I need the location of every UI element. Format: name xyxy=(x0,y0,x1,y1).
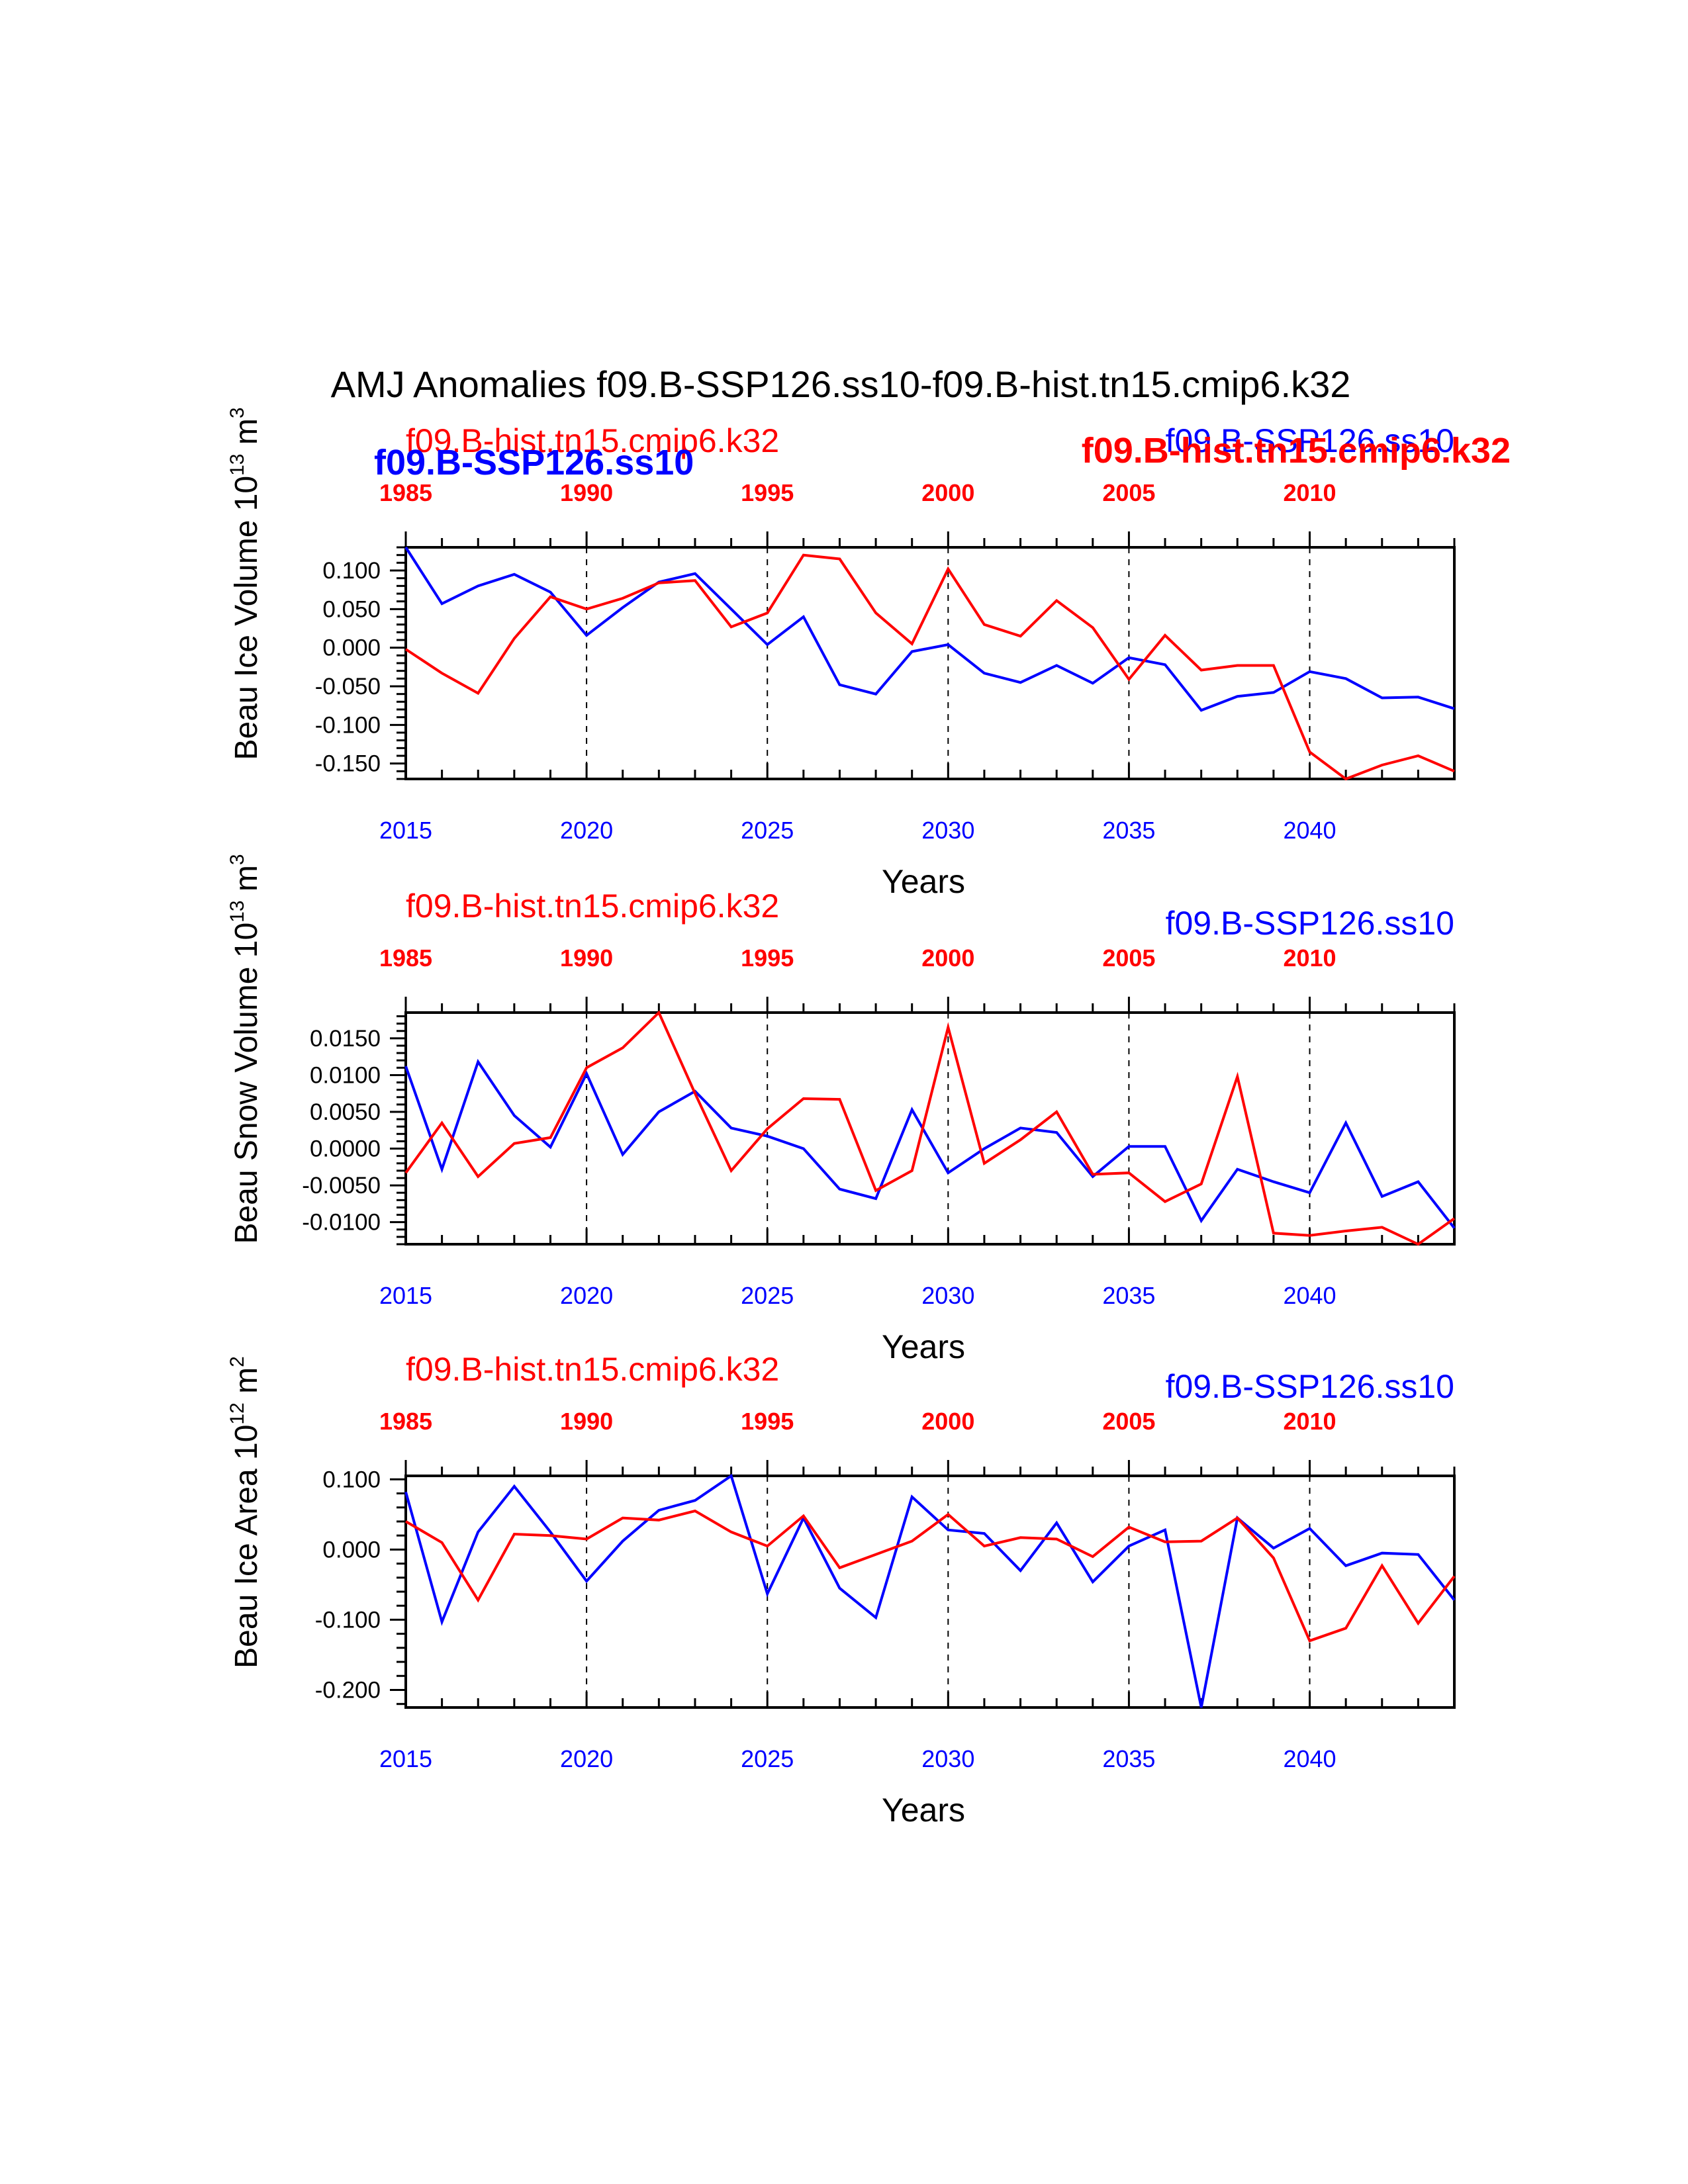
x-tick-label: 2040 xyxy=(1283,817,1336,844)
series-line-ssp xyxy=(404,546,1455,712)
legend-ssp: f09.B-SSP126.ss10 xyxy=(1166,1368,1454,1405)
legend-ssp-top: f09.B-SSP126.ss10 xyxy=(1166,422,1454,459)
y-tick-label: 0.0050 xyxy=(310,1099,381,1125)
legend-hist: f09.B-hist.tn15.cmip6.k32 xyxy=(406,887,779,925)
x-tick-label: 2025 xyxy=(741,1745,794,1772)
panel-ice-volume: 2015 2020 2025 2030 2035 2040 1985 1990 1995 2000… xyxy=(226,407,1511,900)
legend-hist: f09.B-hist.tn15.cmip6.k32 xyxy=(406,1351,779,1388)
x-tick-label: 2030 xyxy=(921,1745,974,1772)
top-tick-label: 1990 xyxy=(560,479,613,506)
top-tick-label: 1990 xyxy=(560,944,613,972)
top-tick-label: 1995 xyxy=(741,479,794,506)
top-tick-label: 1985 xyxy=(379,944,432,972)
x-tick-label: 2035 xyxy=(1102,1745,1155,1772)
top-tick-label: 1990 xyxy=(560,1408,613,1435)
top-tick-label: 2010 xyxy=(1283,479,1336,506)
y-tick-label: 0.050 xyxy=(322,596,381,622)
plot-frame xyxy=(404,1475,1456,1709)
x-tick-label: 2035 xyxy=(1102,817,1155,844)
panels: 2015 2020 2025 2030 2035 2040 1985 1990 1995 2000… xyxy=(226,407,1511,1829)
y-tick-label: 0.100 xyxy=(322,558,381,584)
y-tick-label: 0.0100 xyxy=(310,1062,381,1088)
legend-ssp-left: f09.B-SSP126.ss10 xyxy=(374,443,694,482)
x-tick-label: 2015 xyxy=(379,817,432,844)
y-tick-label: -0.150 xyxy=(315,751,381,777)
x-tick-label: 2025 xyxy=(741,817,794,844)
x-axis-label: Years xyxy=(882,1328,965,1365)
top-tick-label: 2000 xyxy=(921,944,974,972)
series-line-hist xyxy=(404,1010,1456,1246)
top-tick-label: 2005 xyxy=(1102,479,1155,506)
y-tick-label: -0.200 xyxy=(315,1677,381,1703)
top-tick-label: 1995 xyxy=(741,1408,794,1435)
x-axis-label: Years xyxy=(882,1792,965,1829)
series-line-hist xyxy=(404,553,1455,781)
x-tick-label: 2030 xyxy=(921,817,974,844)
x-tick-label: 2040 xyxy=(1283,1745,1336,1772)
y-tick-label: 0.000 xyxy=(322,635,381,661)
x-tick-label: 2020 xyxy=(560,1745,613,1772)
y-tick-label: -0.0100 xyxy=(302,1210,381,1236)
x-axis-label: Years xyxy=(882,863,965,900)
y-axis-label: Beau Ice Volume 1013 m3 xyxy=(226,407,264,760)
x-tick-label: 2030 xyxy=(921,1282,974,1309)
top-tick-label: 1995 xyxy=(741,944,794,972)
y-tick-label: 0.100 xyxy=(322,1467,381,1492)
y-tick-label: 0.0000 xyxy=(310,1136,381,1162)
top-tick-label: 1985 xyxy=(379,479,432,506)
top-tick-label: 2010 xyxy=(1283,1408,1336,1435)
top-tick-label: 2005 xyxy=(1102,944,1155,972)
x-tick-label: 2025 xyxy=(741,1282,794,1309)
y-tick-label: 0.0150 xyxy=(310,1026,381,1052)
top-tick-label: 2000 xyxy=(921,1408,974,1435)
x-tick-label: 2015 xyxy=(379,1745,432,1772)
top-tick-label: 2010 xyxy=(1283,944,1336,972)
y-tick-label: -0.100 xyxy=(315,712,381,738)
plot-frame xyxy=(404,546,1456,780)
top-tick-label: 2000 xyxy=(921,479,974,506)
plot-frame xyxy=(404,1011,1456,1246)
top-tick-label: 1985 xyxy=(379,1408,432,1435)
x-tick-label: 2035 xyxy=(1102,1282,1155,1309)
series-line-ssp xyxy=(404,1473,1456,1708)
top-tick-label: 2005 xyxy=(1102,1408,1155,1435)
y-axis-label: Beau Snow Volume 1013 m3 xyxy=(226,854,264,1244)
legend-hist-right: f09.B-hist.tn15.cmip6.k32 xyxy=(1082,431,1511,471)
y-axis-label: Beau Ice Area 1012 m2 xyxy=(226,1356,264,1668)
series-line-ssp xyxy=(404,1058,1456,1229)
legend-ssp: f09.B-SSP126.ss10 xyxy=(1166,905,1454,942)
x-tick-label: 2020 xyxy=(560,817,613,844)
y-tick-label: -0.050 xyxy=(315,674,381,700)
y-tick-label: -0.0050 xyxy=(302,1173,381,1199)
y-tick-label: -0.100 xyxy=(315,1607,381,1633)
figure-title: AMJ Anomalies f09.B-SSP126.ss10-f09.B-hi… xyxy=(331,363,1351,405)
series-line-hist xyxy=(404,1509,1456,1643)
panel-snow-volume: 2015 2020 2025 2030 2035 2040 1985 1990 1995 2000… xyxy=(226,854,1456,1365)
y-tick-label: 0.000 xyxy=(322,1537,381,1563)
x-tick-label: 2020 xyxy=(560,1282,613,1309)
legend-hist-top: f09.B-hist.tn15.cmip6.k32 xyxy=(406,422,779,459)
x-tick-label: 2040 xyxy=(1283,1282,1336,1309)
panel-ice-area: 2015 2020 2025 2030 2035 2040 1985 1990 1995 2000… xyxy=(226,1351,1456,1829)
x-tick-label: 2015 xyxy=(379,1282,432,1309)
